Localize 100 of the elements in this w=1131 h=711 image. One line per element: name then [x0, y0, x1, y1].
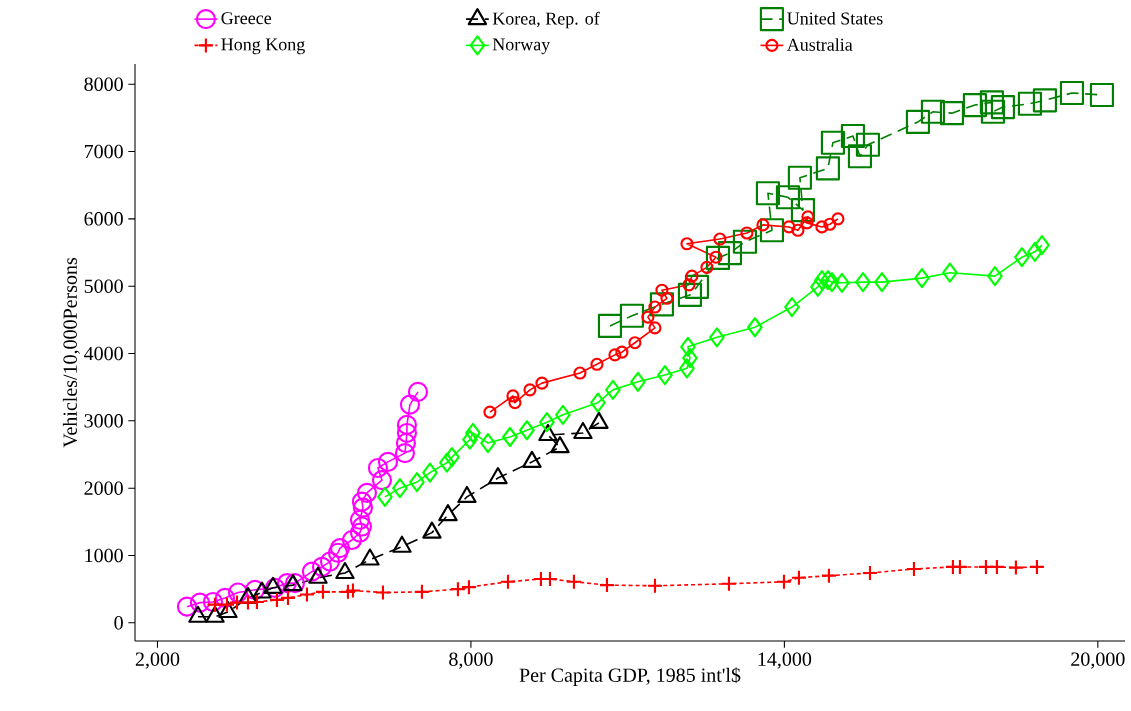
- point: [641, 310, 655, 324]
- x-tick-label: 14,000: [758, 652, 812, 669]
- point: [573, 366, 587, 380]
- point: [682, 278, 696, 292]
- point: [720, 575, 738, 592]
- x-tick-label: 2,000: [135, 652, 180, 669]
- point: [319, 551, 341, 572]
- y-axis-title: Vehicles/10,000Persons: [62, 257, 80, 448]
- point: [598, 577, 616, 594]
- point: [942, 262, 958, 283]
- point: [820, 130, 845, 155]
- point: [352, 497, 374, 518]
- point: [176, 596, 198, 617]
- point: [791, 223, 805, 237]
- point: [905, 560, 923, 578]
- point: [709, 327, 725, 348]
- point: [407, 381, 429, 402]
- point: [298, 586, 315, 603]
- point: [824, 272, 840, 293]
- point: [394, 443, 416, 464]
- point: [409, 472, 425, 493]
- point: [349, 509, 371, 530]
- point: [1014, 247, 1030, 268]
- point: [344, 582, 362, 599]
- x-tick-label: 20,000: [1071, 652, 1125, 669]
- point: [787, 165, 812, 190]
- y-tick-label: 1000: [85, 548, 123, 563]
- y-tick-label: 7000: [84, 144, 123, 159]
- point: [855, 132, 880, 157]
- point: [987, 266, 1003, 287]
- point: [1028, 558, 1045, 576]
- point: [759, 218, 785, 243]
- point: [202, 591, 224, 613]
- point: [747, 317, 763, 338]
- point: [460, 579, 478, 596]
- point: [649, 292, 674, 317]
- point: [341, 529, 363, 551]
- y-tick-label: 8000: [84, 77, 123, 91]
- point: [377, 486, 393, 507]
- point: [679, 358, 695, 379]
- point: [815, 220, 829, 234]
- legend-label: Norway: [492, 38, 551, 55]
- point: [648, 321, 662, 335]
- point: [502, 426, 518, 448]
- y-tick-label: 3000: [84, 414, 123, 428]
- x-axis-title: Per Capita GDP, 1985 int'l$: [519, 667, 741, 686]
- point: [855, 272, 871, 293]
- point: [248, 593, 266, 611]
- point: [1032, 88, 1057, 113]
- point: [396, 414, 417, 435]
- point: [680, 336, 696, 357]
- point: [709, 250, 723, 264]
- point: [834, 272, 850, 293]
- point: [861, 564, 879, 582]
- point: [874, 272, 890, 293]
- point: [939, 101, 964, 126]
- point: [713, 232, 727, 246]
- point: [239, 594, 257, 611]
- point: [535, 376, 549, 390]
- point: [979, 90, 1004, 115]
- point: [660, 291, 674, 305]
- point: [392, 478, 408, 499]
- point: [279, 589, 297, 606]
- point: [705, 245, 730, 270]
- point: [449, 581, 466, 598]
- point: [831, 212, 845, 226]
- point: [680, 237, 694, 251]
- y-tick-label: 2000: [84, 481, 123, 495]
- point: [597, 313, 623, 338]
- point: [790, 569, 808, 586]
- point: [377, 451, 399, 472]
- y-tick-label: 6000: [84, 212, 123, 226]
- y-tick-label: 0: [114, 616, 123, 630]
- point: [339, 583, 357, 600]
- point: [1059, 80, 1084, 106]
- point: [371, 470, 393, 491]
- point: [349, 522, 371, 543]
- point: [920, 99, 945, 124]
- point: [677, 282, 702, 307]
- point: [717, 241, 743, 266]
- point: [700, 260, 714, 274]
- point: [351, 516, 373, 537]
- point: [506, 389, 520, 403]
- point: [555, 404, 571, 425]
- legend-label: United States: [787, 11, 883, 25]
- point: [615, 345, 629, 359]
- y-tick-label: 5000: [84, 279, 123, 293]
- point: [790, 198, 815, 223]
- point: [483, 405, 497, 419]
- point: [399, 394, 421, 415]
- point: [980, 99, 1006, 124]
- legend-label: Australia: [786, 38, 853, 51]
- legend-label: Greece: [221, 12, 272, 25]
- point: [374, 584, 392, 601]
- point: [227, 582, 249, 603]
- point: [914, 268, 930, 289]
- point: [732, 229, 758, 254]
- point: [396, 422, 417, 444]
- point: [356, 482, 378, 503]
- point: [422, 462, 438, 483]
